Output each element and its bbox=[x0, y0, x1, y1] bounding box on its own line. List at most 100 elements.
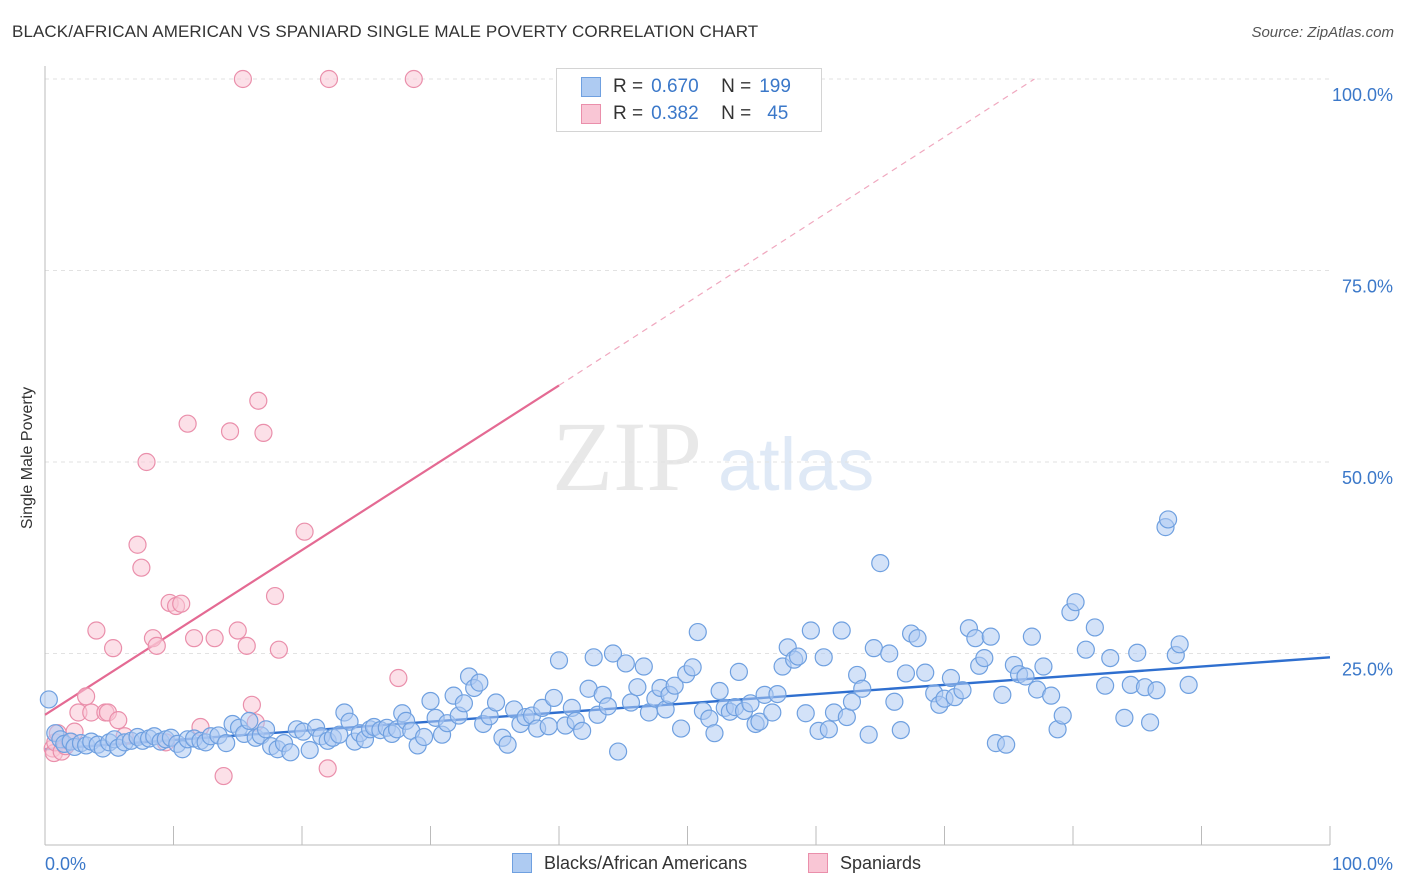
spaniard-point bbox=[295, 522, 314, 541]
watermark-atlas: atlas bbox=[718, 423, 874, 506]
spaniard-point bbox=[205, 629, 224, 648]
black-point bbox=[1042, 686, 1061, 705]
black-point bbox=[814, 648, 833, 667]
black-point bbox=[741, 694, 760, 713]
legend-swatch-spaniards bbox=[581, 104, 601, 124]
spaniard-point bbox=[132, 558, 151, 577]
legend-n-value: 45 bbox=[767, 103, 789, 124]
black-point bbox=[853, 679, 872, 698]
black-point bbox=[603, 644, 623, 663]
legend-r-value: 0.670 bbox=[651, 76, 699, 97]
black-point bbox=[240, 711, 259, 731]
legend-n-value: 199 bbox=[759, 76, 791, 97]
legend-item-blacks: Blacks/African Americans bbox=[512, 851, 747, 875]
spaniard-point bbox=[214, 766, 233, 786]
black-point bbox=[997, 735, 1016, 754]
legend-label-spaniards: Spaniards bbox=[840, 852, 922, 873]
spaniard-point bbox=[147, 636, 166, 655]
legend-n-label: N = bbox=[721, 76, 752, 97]
black-point bbox=[688, 622, 707, 642]
spaniard-point bbox=[318, 759, 337, 778]
black-point bbox=[1085, 618, 1104, 637]
black-point bbox=[598, 697, 617, 716]
black-point bbox=[796, 704, 815, 723]
black-point bbox=[941, 668, 961, 688]
black-point bbox=[1115, 708, 1134, 727]
black-point bbox=[966, 629, 985, 648]
black-point bbox=[533, 698, 552, 717]
spaniard-point bbox=[319, 69, 339, 89]
spaniard-point bbox=[137, 452, 156, 472]
black-point bbox=[1101, 648, 1120, 668]
black-point bbox=[896, 664, 916, 683]
black-point bbox=[486, 693, 506, 712]
spaniard-point bbox=[254, 423, 273, 442]
data-points bbox=[39, 69, 1198, 786]
black-point bbox=[1034, 657, 1053, 676]
watermark: ZIP atlas bbox=[552, 401, 874, 512]
black-point bbox=[454, 694, 474, 713]
black-point bbox=[832, 621, 851, 640]
black-point bbox=[665, 676, 684, 695]
black-point bbox=[1022, 627, 1041, 646]
spaniards-trend-line bbox=[44, 384, 560, 716]
legend-row-spaniards: R = 0.382 N = 45 bbox=[581, 102, 788, 126]
black-point bbox=[634, 657, 653, 676]
black-point bbox=[584, 648, 603, 667]
black-point bbox=[993, 685, 1012, 704]
legend-n-label: N = bbox=[721, 103, 752, 124]
spaniard-point bbox=[265, 586, 285, 606]
spaniard-point bbox=[77, 687, 96, 706]
y-tick-label: 50.0% bbox=[1342, 468, 1393, 488]
y-tick-label: 75.0% bbox=[1342, 277, 1393, 297]
black-point bbox=[1140, 713, 1160, 732]
axes bbox=[44, 66, 1331, 846]
black-point bbox=[871, 554, 890, 573]
x-tick-label: 100.0% bbox=[1332, 854, 1393, 874]
legend-row-blacks: R = 0.670 N = 199 bbox=[581, 75, 791, 99]
black-point bbox=[1016, 667, 1035, 686]
black-point bbox=[671, 719, 691, 738]
black-point bbox=[891, 720, 910, 740]
black-point bbox=[729, 662, 749, 681]
source-note: Source: ZipAtlas.com bbox=[1251, 24, 1394, 41]
legend-item-spaniards: Spaniards bbox=[808, 851, 921, 875]
legend-r-label: R = bbox=[613, 76, 644, 97]
black-point bbox=[300, 740, 319, 760]
black-point bbox=[1053, 706, 1072, 725]
black-point bbox=[763, 703, 782, 722]
black-point bbox=[981, 627, 1000, 646]
spaniard-point bbox=[87, 621, 106, 640]
black-point bbox=[837, 707, 856, 727]
black-point bbox=[953, 681, 972, 700]
spaniard-point bbox=[389, 668, 408, 688]
legend-label-blacks: Blacks/African Americans bbox=[544, 852, 748, 873]
black-point bbox=[1158, 510, 1178, 529]
black-point bbox=[1179, 675, 1198, 695]
black-point bbox=[217, 734, 236, 753]
black-point bbox=[683, 658, 702, 677]
black-point bbox=[819, 720, 838, 739]
black-point bbox=[908, 629, 927, 648]
spaniard-point bbox=[269, 640, 288, 659]
spaniard-point bbox=[184, 629, 204, 648]
black-point bbox=[498, 735, 517, 754]
legend-r-label: R = bbox=[613, 103, 644, 124]
black-point bbox=[916, 663, 935, 682]
spaniard-point bbox=[172, 594, 191, 613]
black-point bbox=[470, 673, 489, 692]
black-point bbox=[39, 690, 58, 709]
black-point bbox=[609, 742, 628, 761]
black-point bbox=[628, 678, 647, 697]
black-point bbox=[1066, 593, 1085, 612]
black-point bbox=[880, 644, 899, 663]
black-point bbox=[421, 691, 440, 711]
gridlines bbox=[45, 78, 1330, 654]
y-tick-label: 25.0% bbox=[1342, 660, 1393, 680]
legend-swatch-blacks bbox=[581, 77, 601, 97]
spaniard-point bbox=[128, 535, 147, 554]
black-point bbox=[975, 648, 994, 668]
black-point bbox=[1096, 676, 1115, 695]
legend-swatch-blacks bbox=[512, 853, 532, 873]
